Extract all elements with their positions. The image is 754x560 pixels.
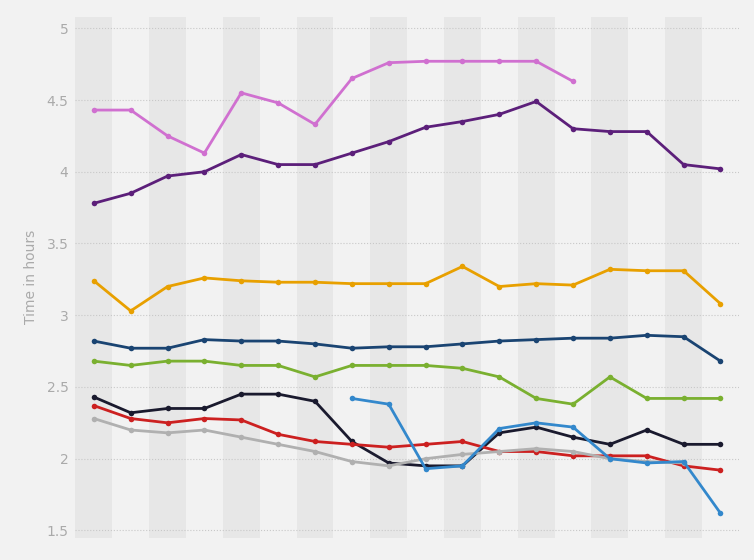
Bar: [555, 17, 591, 538]
Bar: [333, 17, 370, 538]
Bar: [702, 17, 739, 538]
Bar: [112, 17, 149, 538]
Bar: [259, 17, 296, 538]
Bar: [149, 17, 186, 538]
Bar: [370, 17, 407, 538]
Bar: [628, 17, 665, 538]
Bar: [186, 17, 223, 538]
Bar: [444, 17, 481, 538]
Bar: [75, 17, 112, 538]
Bar: [665, 17, 702, 538]
Bar: [518, 17, 555, 538]
Bar: [223, 17, 259, 538]
Bar: [407, 17, 444, 538]
Y-axis label: Time in hours: Time in hours: [24, 230, 38, 324]
Bar: [591, 17, 628, 538]
Bar: [296, 17, 333, 538]
Bar: [481, 17, 518, 538]
